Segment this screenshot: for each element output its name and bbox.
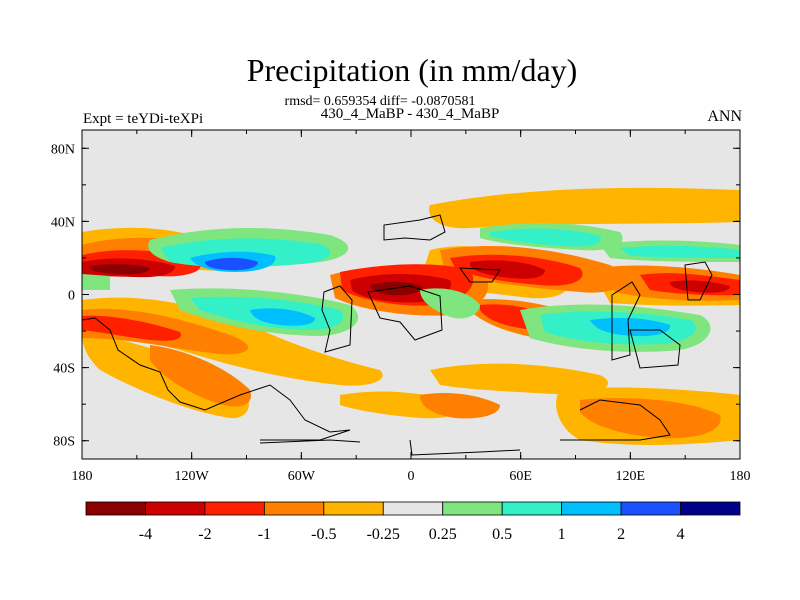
colorbar: -4 -2 -1 -0.5 -0.25 0.25 0.5 1 2 4	[85, 501, 741, 543]
colorbar-label: -0.5	[311, 526, 336, 543]
y-tick-label: 0	[68, 289, 75, 304]
antarctic-coast-west	[259, 439, 361, 444]
x-axis: 180 120W 60W 0 60E 120E 180	[72, 130, 751, 484]
chart-title: Precipitation (in mm/day)	[246, 52, 578, 88]
pacific-coast-outline	[82, 317, 351, 441]
x-tick-label: 60W	[288, 469, 316, 484]
colorbar-swatch	[561, 501, 622, 516]
africa-outline	[367, 285, 443, 341]
precip-field	[82, 130, 740, 459]
band-pos-2	[205, 257, 258, 271]
x-tick-label: 60E	[509, 469, 532, 484]
x-tick-label: 0	[408, 469, 415, 484]
colorbar-label: -4	[139, 526, 152, 543]
colorbar-swatch	[323, 501, 384, 516]
arabia-outline	[458, 267, 501, 283]
colorbar-label: -0.25	[367, 526, 400, 543]
maritime-outline	[611, 281, 641, 361]
continent-outlines	[82, 214, 713, 456]
case-line: 430_4_MaBP - 430_4_MaBP	[320, 106, 500, 122]
experiment-label: Expt = teYDi-teXPi	[83, 111, 204, 127]
x-tick-label: 120E	[616, 469, 646, 484]
x-tick-label: 120W	[175, 469, 210, 484]
colorbar-swatch	[620, 501, 681, 516]
colorbar-swatch	[501, 501, 563, 516]
season-label: ANN	[707, 108, 742, 125]
x-tick-label: 180	[730, 469, 751, 484]
y-tick-label: 80N	[51, 142, 75, 157]
y-tick-label: 80S	[53, 435, 75, 450]
colorbar-swatch	[263, 501, 325, 516]
europe-outline	[383, 214, 446, 241]
colorbar-label: -1	[258, 526, 271, 543]
colorbar-swatch	[204, 501, 265, 516]
antarctic-coast-center	[409, 439, 521, 456]
south-america-outline	[321, 285, 353, 353]
band-neg-4	[90, 264, 422, 296]
colorbar-swatch	[442, 501, 503, 516]
colorbar-swatch	[85, 501, 146, 516]
stats-line: rmsd= 0.659354 diff= -0.0870581	[284, 94, 476, 109]
colorbar-swatch	[382, 501, 444, 516]
colorbar-label: -2	[198, 526, 211, 543]
colorbar-label: 4	[677, 526, 685, 543]
australia-outline	[629, 329, 681, 369]
colorbar-label: 0.5	[492, 526, 512, 543]
y-tick-label: 40S	[53, 362, 75, 377]
y-tick-label: 40N	[51, 215, 75, 230]
colorbar-label: 2	[617, 526, 625, 543]
y-axis: 80N 40N 0 40S 80S	[51, 142, 740, 450]
antarctic-coast-east	[560, 399, 671, 441]
colorbar-swatch	[145, 501, 206, 516]
colorbar-label: 0.25	[429, 526, 457, 543]
pacific-island-outline	[684, 261, 713, 301]
x-tick-label: 180	[72, 469, 93, 484]
colorbar-swatch	[680, 501, 741, 516]
colorbar-label: 1	[558, 526, 566, 543]
